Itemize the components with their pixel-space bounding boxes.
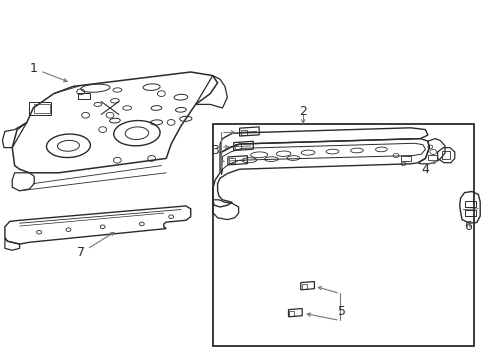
Bar <box>464 201 475 207</box>
Bar <box>229 158 235 163</box>
Bar <box>34 104 50 113</box>
Bar <box>464 210 475 216</box>
Bar <box>78 93 90 99</box>
Text: 3: 3 <box>211 144 219 157</box>
Bar <box>235 144 241 149</box>
Text: 6: 6 <box>464 220 471 233</box>
Bar <box>289 311 294 316</box>
Bar <box>441 151 449 159</box>
Bar <box>427 155 436 160</box>
Bar <box>29 102 51 115</box>
Text: 5: 5 <box>338 305 346 318</box>
Text: 7: 7 <box>77 246 84 258</box>
Text: 1: 1 <box>29 62 37 75</box>
Bar <box>400 156 410 161</box>
Bar <box>241 130 246 135</box>
Text: 4: 4 <box>421 163 428 176</box>
Bar <box>301 284 306 289</box>
Text: 2: 2 <box>299 105 306 118</box>
Bar <box>212 124 473 346</box>
